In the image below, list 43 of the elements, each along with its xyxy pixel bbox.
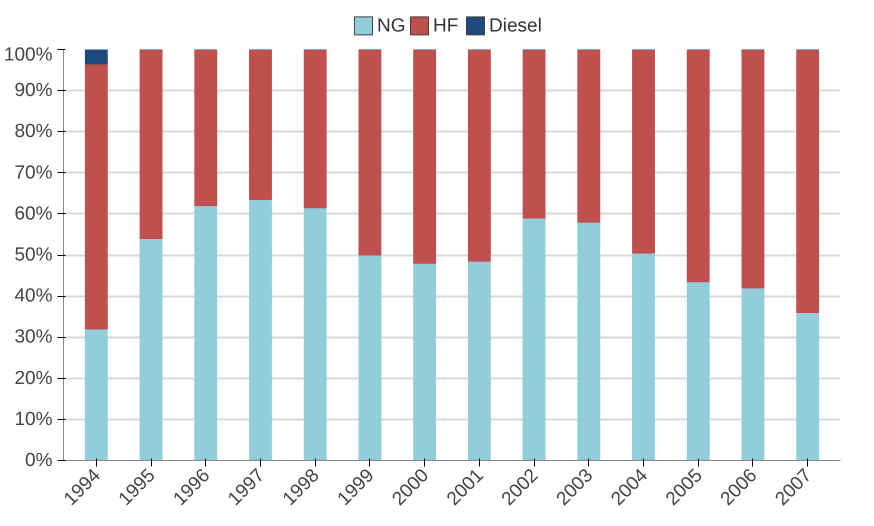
- bar: [304, 50, 327, 208]
- bar: [304, 207, 327, 460]
- y-tick-label: 100%: [4, 44, 53, 66]
- bar: [468, 260, 491, 460]
- y-tick-label: 20%: [14, 368, 53, 389]
- y-tick-label: 60%: [14, 203, 53, 224]
- bar: [358, 254, 382, 460]
- legend-label: HF: [433, 15, 458, 36]
- bar: [796, 312, 820, 460]
- bar: [522, 50, 546, 219]
- bar: [686, 50, 710, 282]
- legend-label: Diesel: [489, 15, 542, 36]
- y-tick-label: 90%: [14, 80, 53, 102]
- bar: [194, 50, 218, 206]
- bar: [358, 50, 382, 256]
- bar: [140, 50, 162, 240]
- bar: [742, 287, 764, 460]
- bar: [413, 50, 436, 264]
- bar: [577, 50, 600, 223]
- bar: [194, 205, 218, 460]
- bar: [249, 199, 272, 460]
- bar: [742, 50, 764, 288]
- bar: [632, 252, 655, 460]
- bar: [84, 328, 108, 460]
- bar: [140, 238, 162, 460]
- legend-label: NG: [377, 15, 406, 36]
- bar: [84, 63, 108, 330]
- bar: [249, 50, 272, 200]
- bar: [522, 218, 546, 460]
- y-tick-label: 70%: [14, 162, 53, 184]
- y-tick-label: 50%: [14, 244, 53, 266]
- y-tick-label: 80%: [14, 121, 53, 142]
- bar: [468, 50, 491, 262]
- y-tick-label: 0%: [25, 450, 53, 471]
- bar: [796, 50, 820, 314]
- bar: [686, 281, 710, 460]
- bar: [84, 50, 108, 64]
- bar: [577, 222, 600, 460]
- bar: [413, 262, 436, 460]
- y-tick-label: 40%: [14, 286, 53, 307]
- y-tick-label: 30%: [14, 326, 53, 348]
- bar: [632, 50, 655, 254]
- y-tick-label: 10%: [14, 408, 53, 430]
